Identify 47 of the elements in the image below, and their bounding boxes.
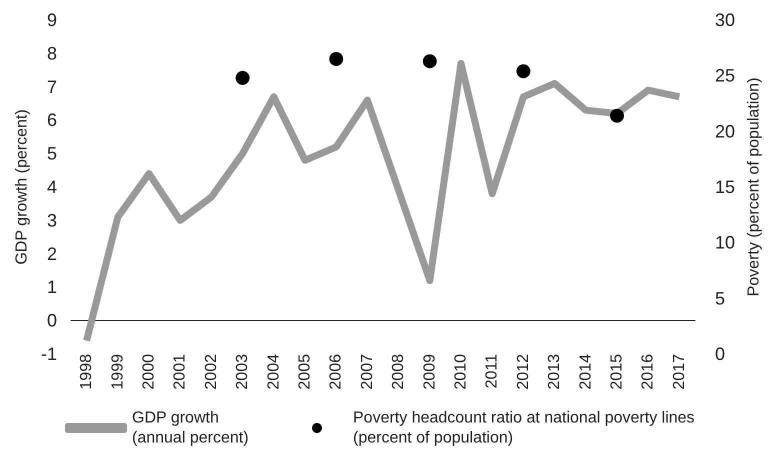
y2-tick-label: 5 — [715, 288, 726, 308]
y2-tick-label: 30 — [715, 10, 736, 30]
x-tick-label: 2005 — [296, 354, 314, 390]
x-tick-label: 2017 — [670, 354, 688, 390]
y-tick-label: -1 — [40, 344, 57, 364]
x-tick-label: 2009 — [421, 354, 438, 390]
x-tick-label: 2003 — [234, 354, 252, 390]
y-tick-label: 1 — [46, 277, 57, 298]
y2-tick-label: 15 — [715, 177, 736, 197]
x-tick-label: 2007 — [358, 354, 376, 390]
y2-tick-label: 10 — [715, 232, 736, 253]
x-tick-label: 2002 — [202, 354, 220, 390]
y2-tick-label: 0 — [715, 344, 726, 364]
y-tick-label: 9 — [46, 10, 57, 30]
y-tick-label: 7 — [46, 76, 57, 97]
y2-tick-label: 20 — [715, 121, 736, 142]
x-tick-label: 2008 — [390, 354, 408, 390]
x-tick-label: 1998 — [78, 354, 96, 390]
y-tick-label: 6 — [46, 110, 57, 130]
point — [610, 108, 624, 123]
y-tick-label: 0 — [46, 310, 57, 331]
y-tick-label: 8 — [46, 43, 57, 64]
legend-label: GDP growth (annual percent) — [132, 410, 249, 446]
x-tick-label: 2006 — [328, 354, 345, 390]
y2-axis-title: Poverty (percent of population) — [745, 78, 762, 296]
y-tick-label: 5 — [46, 144, 57, 164]
legend-label: Poverty headcount ratio at national poverty lines (percent of population) — [353, 410, 699, 446]
y2-tick-label: 25 — [715, 66, 736, 86]
y-tick-label: 3 — [46, 210, 57, 230]
point — [422, 54, 437, 68]
x-tick-label: 2013 — [546, 354, 564, 390]
y-tick-label: 4 — [46, 177, 57, 197]
x-tick-label: 2004 — [265, 354, 282, 390]
x-tick-label: 2001 — [172, 354, 189, 390]
x-tick-label: 2012 — [514, 354, 532, 390]
point — [236, 70, 250, 85]
x-tick-label: 2014 — [577, 354, 594, 390]
x-tick-label: 2015 — [608, 354, 626, 390]
point — [516, 64, 530, 78]
x-tick-label: 2010 — [452, 354, 470, 390]
y-tick-label: 2 — [46, 244, 57, 264]
x-tick-label: 1999 — [109, 354, 126, 390]
x-tick-label: 2011 — [484, 354, 501, 388]
x-tick-label: 2016 — [640, 354, 657, 390]
point — [329, 52, 344, 66]
x-tick-label: 2000 — [140, 354, 158, 390]
y-axis-title: GDP growth (percent) — [14, 109, 31, 265]
